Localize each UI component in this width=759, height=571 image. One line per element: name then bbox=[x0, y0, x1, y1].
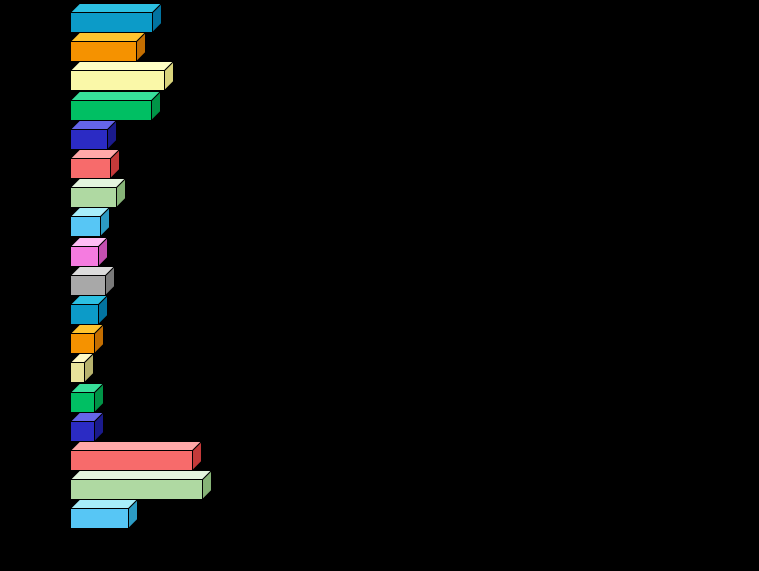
bar-6 bbox=[70, 149, 121, 180]
bar-10 bbox=[70, 266, 116, 297]
bar-12 bbox=[70, 324, 105, 355]
bar-3 bbox=[70, 61, 175, 92]
bar-7 bbox=[70, 178, 127, 209]
bar-1 bbox=[70, 3, 163, 34]
bar-14 bbox=[70, 383, 105, 414]
bar-17 bbox=[70, 470, 213, 501]
bar-8 bbox=[70, 207, 111, 238]
bar-11 bbox=[70, 295, 109, 326]
bar-13 bbox=[70, 353, 95, 384]
bar-9 bbox=[70, 237, 109, 268]
bar-4 bbox=[70, 91, 162, 122]
bar-2 bbox=[70, 32, 147, 63]
bar-16 bbox=[70, 441, 203, 472]
bar-5 bbox=[70, 120, 118, 151]
bar-18 bbox=[70, 499, 139, 530]
bar-15 bbox=[70, 412, 105, 443]
